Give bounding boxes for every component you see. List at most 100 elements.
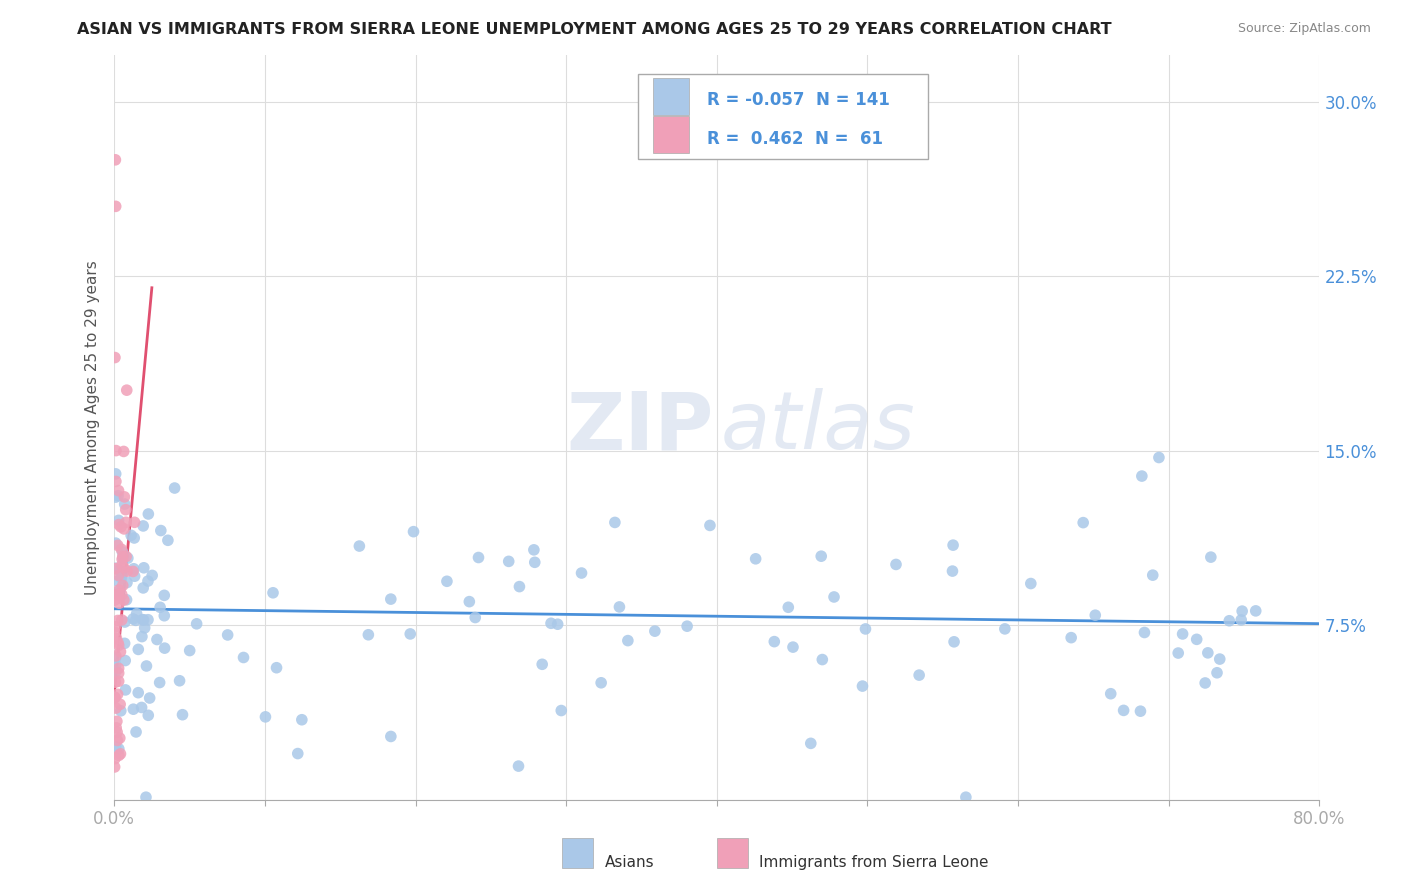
Point [105, 714, 128, 729]
Point [141, 568, 163, 582]
Point [110, 704, 132, 718]
Point [111, 545, 134, 559]
Point [262, 586, 284, 600]
Point [131, 630, 153, 644]
Point [105, 721, 128, 735]
Point [114, 502, 136, 516]
Point [111, 613, 134, 627]
Point [132, 561, 155, 575]
Point [112, 565, 135, 579]
Point [851, 679, 873, 693]
Point [467, 550, 489, 565]
Point [884, 558, 907, 572]
Point [800, 736, 823, 750]
Point [114, 615, 136, 629]
Point [115, 383, 138, 397]
Point [1218, 614, 1240, 628]
Point [134, 621, 156, 635]
Point [104, 475, 127, 489]
Point [108, 596, 131, 610]
Text: R =  0.462  N =  61: R = 0.462 N = 61 [707, 129, 883, 147]
Point [104, 739, 127, 754]
Point [108, 742, 131, 756]
Point [132, 581, 155, 595]
Point [104, 665, 127, 679]
Point [104, 351, 127, 365]
Point [110, 645, 132, 659]
Point [1185, 632, 1208, 647]
Point [1206, 665, 1229, 680]
Point [127, 686, 149, 700]
Point [1099, 687, 1122, 701]
Point [994, 622, 1017, 636]
Point [508, 580, 530, 594]
Point [349, 539, 371, 553]
Point [104, 751, 127, 765]
Point [112, 444, 135, 458]
Point [107, 538, 129, 552]
Point [104, 467, 127, 481]
Point [127, 642, 149, 657]
Point [138, 507, 160, 521]
Point [153, 641, 176, 656]
Point [136, 574, 159, 588]
Point [217, 628, 239, 642]
Point [135, 659, 157, 673]
Point [617, 633, 640, 648]
Point [156, 533, 179, 548]
Bar [652, 78, 689, 115]
Point [1142, 568, 1164, 582]
Point [172, 707, 194, 722]
Point [115, 549, 138, 564]
Point [810, 549, 832, 564]
Point [107, 574, 129, 588]
Point [644, 624, 666, 639]
Point [782, 640, 804, 654]
Point [149, 600, 172, 615]
Point [232, 650, 254, 665]
Point [186, 616, 208, 631]
Text: atlas: atlas [720, 388, 915, 467]
Point [1194, 676, 1216, 690]
Point [107, 483, 129, 498]
Point [125, 725, 148, 739]
Point [591, 675, 613, 690]
Point [108, 731, 131, 745]
Point [942, 538, 965, 552]
Point [107, 517, 129, 532]
Point [111, 551, 134, 566]
Point [104, 648, 127, 663]
Point [1129, 704, 1152, 718]
Point [163, 481, 186, 495]
Point [943, 635, 966, 649]
Point [104, 625, 127, 640]
Point [104, 153, 127, 167]
Point [105, 443, 128, 458]
Point [609, 599, 631, 614]
Point [108, 583, 131, 598]
Point [111, 549, 134, 564]
Point [110, 520, 132, 534]
FancyBboxPatch shape [638, 74, 928, 160]
Point [1209, 652, 1232, 666]
Point [107, 661, 129, 675]
Text: ZIP: ZIP [567, 388, 713, 467]
Point [107, 638, 129, 652]
Point [110, 747, 132, 761]
Point [380, 730, 402, 744]
Point [104, 593, 127, 607]
Point [112, 593, 135, 607]
Point [135, 790, 157, 805]
Point [122, 565, 145, 579]
Point [1112, 703, 1135, 717]
Point [125, 607, 148, 621]
Point [547, 617, 569, 632]
Point [676, 619, 699, 633]
Point [941, 564, 963, 578]
Point [107, 614, 129, 628]
Point [153, 588, 176, 602]
Point [107, 587, 129, 601]
Point [179, 643, 201, 657]
Point [744, 551, 766, 566]
Point [122, 702, 145, 716]
